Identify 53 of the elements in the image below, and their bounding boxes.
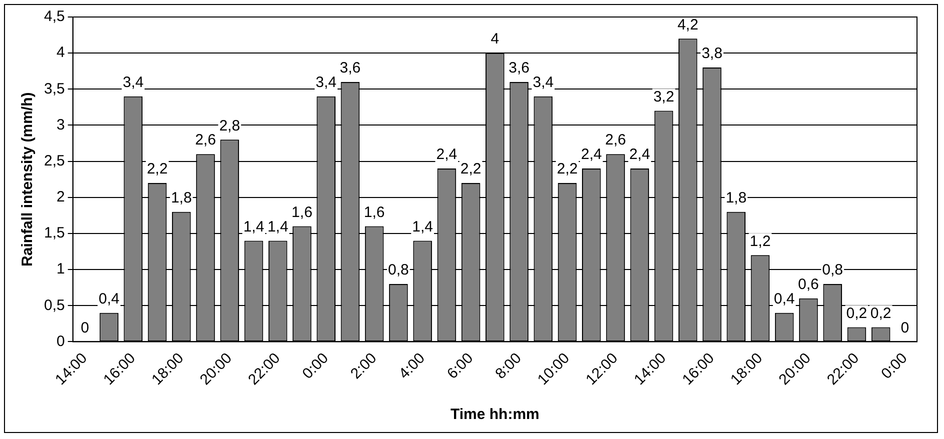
data-label: 2,6 bbox=[605, 132, 626, 149]
data-label: 0 bbox=[80, 319, 90, 336]
data-label: 0,4 bbox=[774, 290, 795, 308]
data-label: 3,6 bbox=[508, 60, 530, 77]
data-label: 0,2 bbox=[870, 304, 892, 322]
data-label: 4 bbox=[490, 30, 500, 48]
data-label: 2,4 bbox=[580, 146, 602, 164]
data-label: 0,8 bbox=[388, 262, 409, 279]
y-tick-label: 0,5 bbox=[44, 296, 65, 314]
x-tick-label: 6:00 bbox=[444, 350, 477, 382]
y-tick-label: 0 bbox=[56, 332, 65, 350]
data-label: 1,8 bbox=[170, 189, 192, 206]
data-label: 2,2 bbox=[556, 160, 578, 178]
y-tick-label: 1 bbox=[56, 260, 65, 278]
data-label: 1,6 bbox=[292, 204, 312, 221]
data-label: 2,4 bbox=[629, 146, 650, 164]
y-tick-label: 1,5 bbox=[44, 224, 65, 242]
data-label: 1,8 bbox=[726, 189, 747, 206]
data-label: 0,8 bbox=[822, 262, 844, 279]
data-label: 1,4 bbox=[243, 218, 264, 236]
x-tick-label: 0:00 bbox=[299, 350, 332, 382]
y-tick-label: 2 bbox=[56, 188, 65, 206]
y-tick-label: 4,5 bbox=[44, 8, 65, 26]
data-label: 0 bbox=[900, 319, 910, 336]
x-tick-label: 8:00 bbox=[492, 350, 525, 382]
x-tick-label: 2:00 bbox=[347, 350, 380, 382]
data-label: 3,4 bbox=[532, 74, 554, 92]
y-tick-label: 4 bbox=[56, 44, 65, 62]
data-label: 3,6 bbox=[340, 60, 361, 77]
x-tick-label: 0:00 bbox=[878, 350, 911, 382]
data-label: 4,2 bbox=[677, 16, 698, 34]
y-axis-title: Rainfall intensity (mm/h) bbox=[19, 92, 36, 266]
data-label: 1,4 bbox=[267, 218, 288, 236]
data-label: 1,2 bbox=[750, 232, 771, 250]
data-label: 0,4 bbox=[98, 290, 120, 308]
data-label: 0,2 bbox=[846, 304, 868, 322]
data-label: 2,4 bbox=[436, 146, 458, 164]
y-tick-label: 2,5 bbox=[44, 152, 65, 170]
y-tick-label: 3,5 bbox=[44, 80, 65, 98]
data-label: 3,8 bbox=[702, 45, 722, 62]
x-axis-title: Time hh:mm bbox=[450, 406, 540, 424]
data-label: 1,6 bbox=[364, 204, 385, 221]
data-label: 2,8 bbox=[219, 117, 240, 134]
x-tick-label: 4:00 bbox=[396, 350, 428, 382]
data-label: 3,2 bbox=[653, 88, 674, 106]
data-label: 3,4 bbox=[122, 74, 144, 92]
data-label: 3,4 bbox=[316, 74, 337, 92]
data-label: 2,2 bbox=[146, 160, 168, 178]
data-label: 1,4 bbox=[412, 218, 433, 236]
data-label: 2,2 bbox=[460, 160, 482, 178]
data-label: 0,6 bbox=[798, 276, 819, 294]
data-label: 2,6 bbox=[195, 132, 216, 149]
y-tick-label: 3 bbox=[56, 116, 65, 134]
